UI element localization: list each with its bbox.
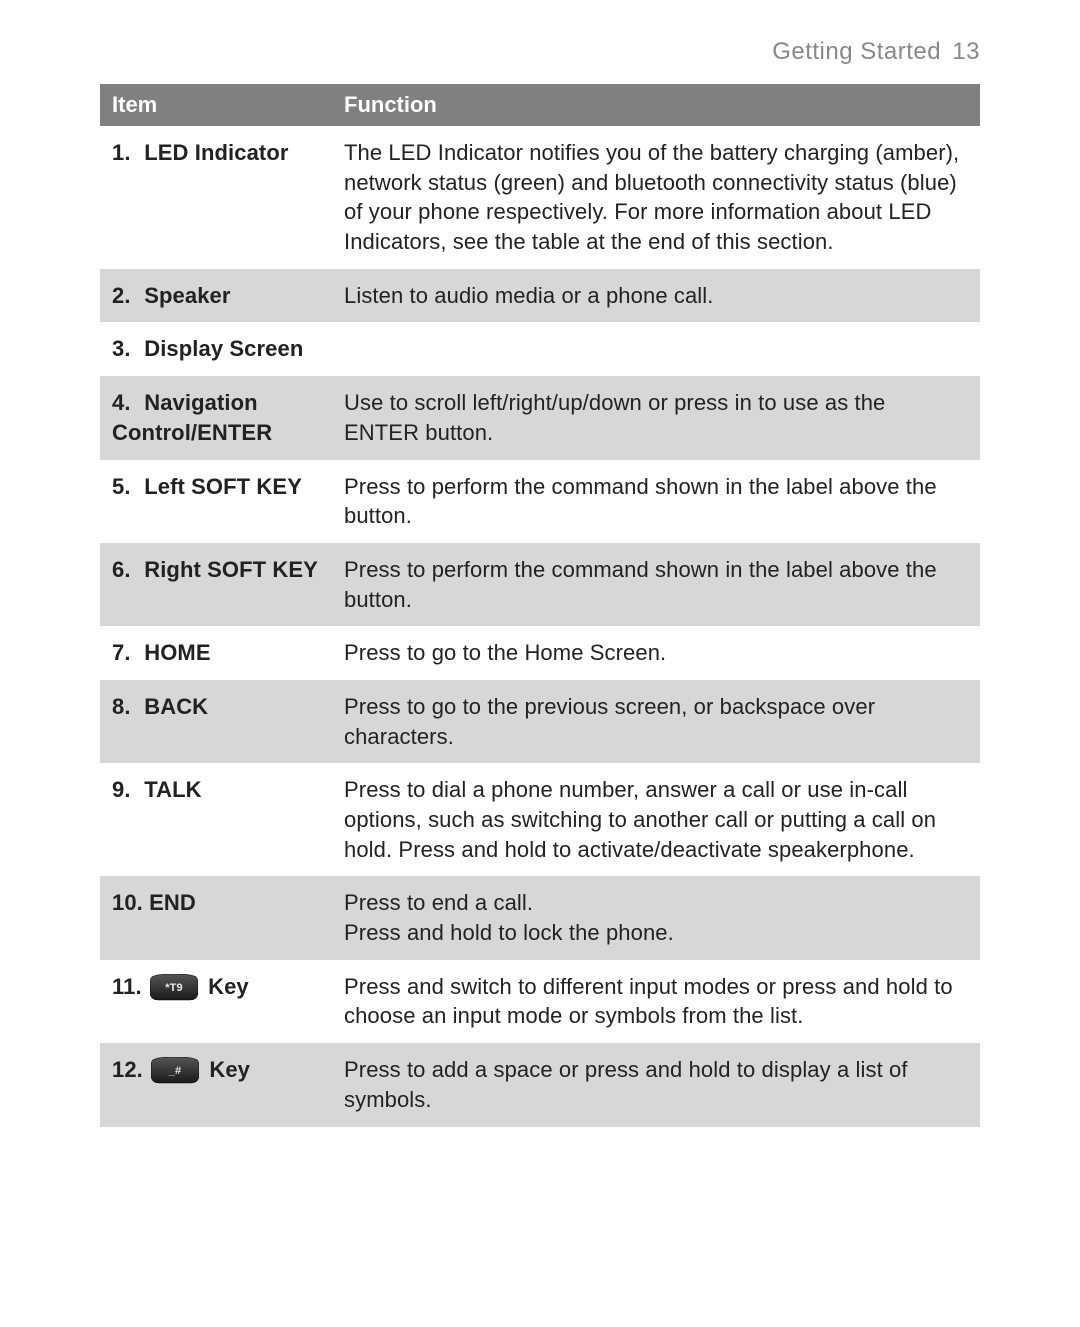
function-cell: Press to perform the command shown in th… <box>332 543 980 626</box>
item-name: Right SOFT KEY <box>144 557 318 582</box>
item-number: 1. <box>112 138 138 168</box>
item-number: 3. <box>112 334 138 364</box>
section-title: Getting Started <box>772 38 941 65</box>
table-header-row: Item Function <box>100 84 980 126</box>
item-name: Key <box>209 1057 250 1082</box>
item-cell: 1. LED Indicator <box>100 126 332 269</box>
item-cell: 10. END <box>100 876 332 959</box>
item-name: END <box>149 890 196 915</box>
item-number: 9. <box>112 775 138 805</box>
item-name: Display Screen <box>144 336 303 361</box>
table-row: 5. Left SOFT KEYPress to perform the com… <box>100 460 980 543</box>
table-row: 12. _# KeyPress to add a space or press … <box>100 1043 980 1126</box>
item-name: LED Indicator <box>144 140 288 165</box>
function-text: Press to perform the command shown in th… <box>344 472 966 531</box>
item-cell: 12. _# Key <box>100 1043 332 1126</box>
item-number: 8. <box>112 692 138 722</box>
item-name: Speaker <box>144 283 230 308</box>
function-cell: The LED Indicator notifies you of the ba… <box>332 126 980 269</box>
phone-key-icon: *T9 <box>150 974 198 1002</box>
function-text: Press to go to the Home Screen. <box>344 638 966 668</box>
function-text: Use to scroll left/right/up/down or pres… <box>344 388 966 447</box>
function-text: Press to dial a phone number, answer a c… <box>344 775 966 864</box>
item-cell: 3. Display Screen <box>100 322 332 376</box>
item-cell: 6. Right SOFT KEY <box>100 543 332 626</box>
item-number: 10. <box>112 888 143 918</box>
table-row: 10. ENDPress to end a call.Press and hol… <box>100 876 980 959</box>
page-number: 13 <box>952 38 980 65</box>
function-text: Press and switch to different input mode… <box>344 972 966 1031</box>
item-cell: 7. HOME <box>100 626 332 680</box>
function-cell: Press to perform the command shown in th… <box>332 460 980 543</box>
table-row: 9. TALKPress to dial a phone number, ans… <box>100 763 980 876</box>
function-text: Press to go to the previous screen, or b… <box>344 692 966 751</box>
table-container: Item Function 1. LED IndicatorThe LED In… <box>100 84 980 1127</box>
function-text: Press to perform the command shown in th… <box>344 555 966 614</box>
function-cell: Press and switch to different input mode… <box>332 960 980 1043</box>
function-cell <box>332 322 980 376</box>
phone-key-icon: _# <box>151 1057 199 1085</box>
item-cell: 8. BACK <box>100 680 332 763</box>
item-name: Left SOFT KEY <box>144 474 302 499</box>
function-cell: Listen to audio media or a phone call. <box>332 269 980 323</box>
function-cell: Press to go to the previous screen, or b… <box>332 680 980 763</box>
item-number: 12. <box>112 1055 143 1085</box>
col-header-item: Item <box>100 84 332 126</box>
item-cell: 9. TALK <box>100 763 332 876</box>
function-text: Press to end a call. <box>344 888 966 918</box>
item-number: 7. <box>112 638 138 668</box>
item-number: 5. <box>112 472 138 502</box>
item-function-table: Item Function 1. LED IndicatorThe LED In… <box>100 84 980 1127</box>
item-name: HOME <box>144 640 210 665</box>
function-cell: Press to go to the Home Screen. <box>332 626 980 680</box>
page-header: Getting Started 13 <box>0 0 1080 84</box>
function-cell: Use to scroll left/right/up/down or pres… <box>332 376 980 459</box>
item-name: TALK <box>144 777 201 802</box>
function-cell: Press to end a call.Press and hold to lo… <box>332 876 980 959</box>
function-text: The LED Indicator notifies you of the ba… <box>344 138 966 257</box>
item-cell: 2. Speaker <box>100 269 332 323</box>
item-number: 6. <box>112 555 138 585</box>
svg-text:*T9: *T9 <box>165 982 182 994</box>
item-number: 11. <box>112 972 142 1002</box>
function-text: Press and hold to lock the phone. <box>344 918 966 948</box>
table-row: 6. Right SOFT KEYPress to perform the co… <box>100 543 980 626</box>
table-row: 1. LED IndicatorThe LED Indicator notifi… <box>100 126 980 269</box>
table-row: 7. HOME Press to go to the Home Screen. <box>100 626 980 680</box>
item-number: 4. <box>112 388 138 418</box>
col-header-function: Function <box>332 84 980 126</box>
item-cell: 5. Left SOFT KEY <box>100 460 332 543</box>
function-text: Listen to audio media or a phone call. <box>344 281 966 311</box>
table-row: 3. Display Screen <box>100 322 980 376</box>
item-cell: 4. Navigation Control/ENTER <box>100 376 332 459</box>
item-cell: 11. *T9 Key <box>100 960 332 1043</box>
svg-text:_#: _# <box>168 1065 181 1077</box>
item-name: Key <box>208 974 249 999</box>
table-row: 8. BACKPress to go to the previous scree… <box>100 680 980 763</box>
item-name: BACK <box>144 694 208 719</box>
table-row: 2. Speaker Listen to audio media or a pho… <box>100 269 980 323</box>
item-number: 2. <box>112 281 138 311</box>
table-row: 11. *T9 KeyPress and switch to different… <box>100 960 980 1043</box>
function-cell: Press to add a space or press and hold t… <box>332 1043 980 1126</box>
function-text: Press to add a space or press and hold t… <box>344 1055 966 1114</box>
table-row: 4. Navigation Control/ENTERUse to scroll… <box>100 376 980 459</box>
function-cell: Press to dial a phone number, answer a c… <box>332 763 980 876</box>
